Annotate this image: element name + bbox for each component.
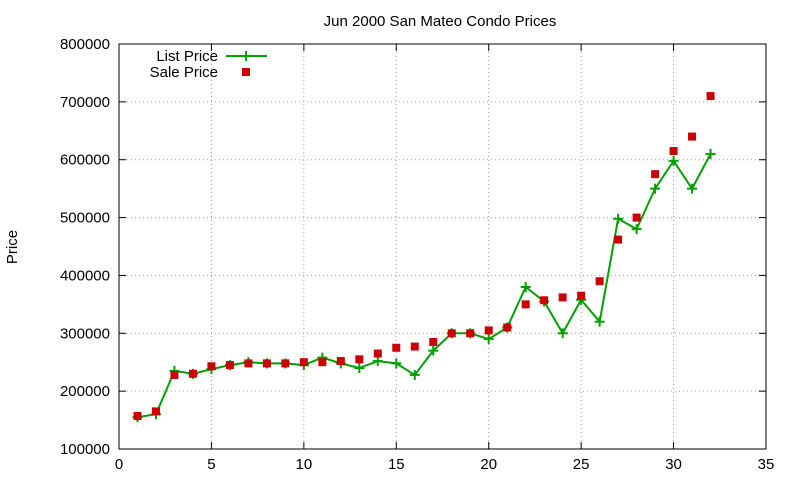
list-price-point (372, 356, 383, 367)
x-tick-label: 30 (665, 456, 682, 473)
y-axis-label: Price (4, 230, 21, 264)
list-price-point (409, 369, 420, 380)
sale-price-point (392, 343, 401, 352)
sale-price-point (669, 147, 678, 156)
sale-price-point (170, 370, 179, 379)
sale-price-point (595, 277, 604, 286)
y-tick-label: 600000 (60, 152, 110, 169)
y-tick-label: 700000 (60, 94, 110, 111)
list-price-point (354, 363, 365, 373)
legend-marker (242, 68, 250, 76)
axis-tick-labels: 0 5 10 15 20 25 30 35 100000 200000 300000 400000 50… (60, 36, 774, 473)
x-tick-label: 35 (758, 456, 775, 473)
sale-price-point (651, 170, 660, 179)
sale-price-point (540, 296, 549, 305)
x-tick-label: 25 (573, 456, 590, 473)
sale-price-point (225, 361, 234, 370)
sale-price-point (558, 293, 567, 302)
chart-title: Jun 2000 San Mateo Condo Prices (324, 13, 557, 30)
list-price-point (557, 328, 568, 339)
list-price-point (687, 183, 698, 194)
sale-price-point (632, 213, 641, 222)
sale-price-point (688, 132, 697, 141)
sale-price-point (355, 355, 364, 364)
series-group (132, 92, 716, 423)
sale-price-point (318, 358, 327, 367)
sale-price-point (281, 359, 290, 368)
sale-price-point (207, 362, 216, 371)
sale-price-point (521, 300, 530, 309)
y-tick-label: 300000 (60, 325, 110, 342)
sale-price-point (188, 369, 197, 378)
axis-ticks (118, 43, 767, 450)
y-tick-label: 200000 (60, 383, 110, 400)
sale-price-point (373, 349, 382, 358)
y-tick-label: 100000 (60, 441, 110, 458)
sale-price-point (299, 358, 308, 367)
sale-price-point (244, 359, 253, 368)
legend-label: Sale Price (150, 64, 218, 81)
sale-price-point (447, 329, 456, 338)
list-price-point (705, 148, 716, 159)
sale-price-point (429, 337, 438, 346)
list-price-line (137, 153, 712, 419)
list-price-point (483, 334, 494, 345)
list-price-point (613, 213, 624, 224)
x-tick-label: 10 (296, 456, 313, 473)
legend-marker (241, 51, 251, 61)
sale-price-point (503, 323, 512, 332)
list-price-point (594, 316, 605, 327)
x-tick-label: 20 (480, 456, 497, 473)
y-tick-label: 500000 (60, 210, 110, 227)
y-tick-label: 800000 (60, 36, 110, 53)
list-price-point (428, 345, 439, 356)
x-tick-label: 15 (388, 456, 405, 473)
sale-price-point (133, 412, 142, 421)
sale-price-point (336, 357, 345, 366)
x-tick-label: 5 (207, 456, 215, 473)
legend-label: List Price (156, 48, 218, 65)
sale-price-point (706, 92, 715, 101)
list-price-point (391, 358, 402, 369)
sale-price-point (614, 235, 623, 244)
sale-price-point (577, 291, 586, 300)
grid (119, 44, 766, 449)
plot-border (118, 43, 767, 450)
sale-price-point (410, 342, 419, 351)
list-price-point (520, 282, 531, 292)
sale-price-point (466, 329, 475, 338)
sale-price-point (151, 407, 160, 416)
y-tick-label: 400000 (60, 267, 110, 284)
sale-price-point (484, 326, 493, 335)
list-price-point (650, 183, 661, 194)
list-price-point (668, 155, 679, 166)
x-tick-label: 0 (115, 456, 123, 473)
list-price-point (631, 224, 642, 235)
sale-price-point (262, 359, 271, 368)
